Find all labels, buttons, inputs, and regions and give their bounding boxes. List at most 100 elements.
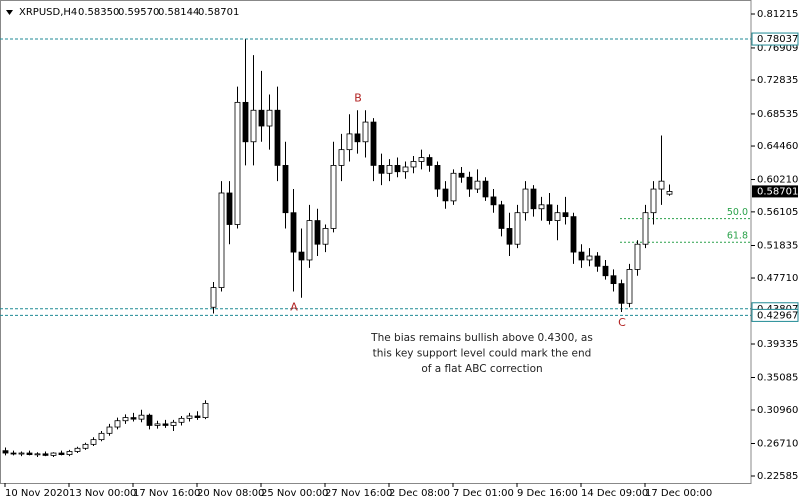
candle-body [450,172,457,202]
candle-body [586,255,593,261]
note-line: The bias remains bullish above 0.4300, a… [370,332,593,344]
candle-body [594,255,601,267]
candle-body [474,180,481,190]
candle-body [226,192,233,225]
candle-body [50,452,57,456]
candle-body [362,121,369,143]
candle-body [482,180,489,198]
candle-body [498,204,505,229]
wave-label: B [354,91,362,104]
candle-body [202,402,209,418]
header-quote: 0.59570 [118,7,159,18]
y-tick-label: 0.39335 [757,339,798,350]
candle-body [658,180,665,190]
candle-body [66,451,73,456]
y-tick-label: 0.35085 [757,373,798,384]
candle-body [154,423,161,426]
candle-body [242,101,249,143]
candle-body [626,269,633,304]
candle-body [394,165,401,173]
candle-body [10,452,17,455]
level-label: 0.78037 [757,34,798,45]
candle-body [602,265,609,277]
candle-body [26,452,33,456]
candle-body [162,423,169,426]
candle-body [370,121,377,166]
x-tick-label: 20 Nov 08:00 [197,488,264,499]
candle-body [114,420,121,428]
candle-body [218,192,225,288]
candle-body [282,165,289,214]
y-tick-label: 0.30960 [757,405,798,416]
candle-body [74,447,81,452]
candle-body [666,191,673,195]
candle-body [18,452,25,455]
candle-body [338,149,345,166]
candle-body [234,101,241,225]
candle-body [514,212,521,245]
candle-body [402,166,409,173]
candle-body [506,228,513,245]
candle-body [410,161,417,168]
candle-body [570,216,577,253]
candle-body [378,165,385,174]
x-tick-label: 17 Nov 16:00 [133,488,200,499]
x-tick-label: 17 Dec 00:00 [645,488,712,499]
candle-body [546,204,553,221]
candle-body [538,204,545,210]
candle-body [146,414,153,426]
wave-label: A [290,300,298,313]
candle-body [98,432,105,441]
note-line: this key support level could mark the en… [373,348,592,360]
candle-body [82,443,89,449]
y-tick-label: 0.26710 [757,438,798,449]
candle-body [186,415,193,419]
y-tick-label: 0.72835 [757,75,798,86]
level-label: 0.42967 [757,310,798,321]
candle-body [178,417,185,423]
fib-label: 61.8 [727,231,748,242]
y-tick-label: 0.51835 [757,241,798,252]
x-tick-label: 9 Dec 16:00 [517,488,578,499]
header-quote: 0.58701 [198,7,239,18]
candle-body [314,220,321,245]
x-tick-label: 25 Nov 00:00 [261,488,328,499]
candle-body [138,414,145,420]
x-tick-label: 7 Dec 01:00 [453,488,514,499]
candle-body [2,450,9,454]
candle-body [642,212,649,245]
candle-body [530,188,537,210]
candle-body [578,251,585,261]
menu-triangle [6,10,13,15]
candle-body [490,196,497,206]
candle-body [634,243,641,270]
candle-body [290,212,297,253]
candle-body [90,439,97,445]
y-tick-label: 0.64460 [757,141,798,152]
price-box [752,185,798,198]
x-tick-label: 14 Dec 09:00 [581,488,648,499]
candle-body [322,228,329,245]
candle-body [426,157,433,166]
candle-body [194,415,201,418]
candle-body [34,453,41,456]
candle-body [122,417,129,422]
candle-body [418,157,425,162]
x-tick-label: 13 Nov 00:00 [69,488,136,499]
candle-body [330,165,337,229]
candle-body [106,426,113,434]
candle-body [434,165,441,190]
candle-body [130,417,137,420]
candle-body [610,275,617,285]
level-box [751,32,799,46]
y-tick-label: 0.68535 [757,109,798,120]
candle-body [42,453,49,456]
candle-body [466,176,473,190]
candle-body [306,220,313,261]
plot-frame [0,0,752,484]
candle-body [650,188,657,214]
note-line: of a flat ABC correction [421,363,542,375]
wave-label: C [618,316,626,329]
x-tick-label: 2 Dec 08:00 [389,488,450,499]
